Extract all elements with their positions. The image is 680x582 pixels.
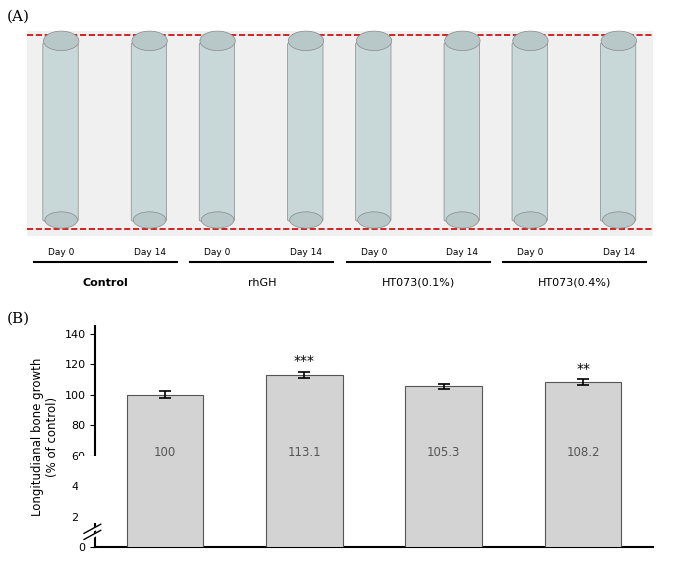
Text: HT073(0.4%): HT073(0.4%) xyxy=(538,278,611,288)
Ellipse shape xyxy=(288,31,324,51)
Ellipse shape xyxy=(132,31,167,51)
Text: (B): (B) xyxy=(7,311,30,325)
Ellipse shape xyxy=(133,212,166,228)
Text: Day 0: Day 0 xyxy=(361,249,387,257)
Ellipse shape xyxy=(356,31,392,51)
Ellipse shape xyxy=(358,212,390,228)
FancyBboxPatch shape xyxy=(512,42,547,221)
Ellipse shape xyxy=(45,212,78,228)
Text: 108.2: 108.2 xyxy=(566,446,600,459)
Text: Day 14: Day 14 xyxy=(290,249,322,257)
Bar xyxy=(126,395,203,547)
Text: Day 14: Day 14 xyxy=(602,249,635,257)
FancyBboxPatch shape xyxy=(27,31,653,236)
Ellipse shape xyxy=(514,212,547,228)
Bar xyxy=(405,386,482,547)
FancyBboxPatch shape xyxy=(356,42,391,221)
Text: Day 14: Day 14 xyxy=(133,249,166,257)
Ellipse shape xyxy=(44,31,79,51)
Text: ***: *** xyxy=(294,354,315,368)
FancyBboxPatch shape xyxy=(288,42,323,221)
Ellipse shape xyxy=(445,31,480,51)
Text: Day 0: Day 0 xyxy=(205,249,231,257)
Y-axis label: Longitudianal bone growth
(% of control): Longitudianal bone growth (% of control) xyxy=(31,357,58,516)
Bar xyxy=(266,375,343,547)
Ellipse shape xyxy=(290,212,322,228)
FancyBboxPatch shape xyxy=(43,42,78,221)
FancyBboxPatch shape xyxy=(600,42,636,221)
Ellipse shape xyxy=(201,212,234,228)
Text: 100: 100 xyxy=(154,446,176,459)
Text: **: ** xyxy=(576,361,590,375)
Ellipse shape xyxy=(446,212,479,228)
Text: HT073(0.1%): HT073(0.1%) xyxy=(381,278,455,288)
FancyBboxPatch shape xyxy=(131,42,167,221)
Text: 105.3: 105.3 xyxy=(427,446,460,459)
Text: rhGH: rhGH xyxy=(248,278,276,288)
Ellipse shape xyxy=(200,31,235,51)
Text: Day 14: Day 14 xyxy=(446,249,479,257)
Ellipse shape xyxy=(601,31,636,51)
Ellipse shape xyxy=(602,212,635,228)
Ellipse shape xyxy=(513,31,548,51)
Text: (A): (A) xyxy=(7,9,30,23)
Text: 113.1: 113.1 xyxy=(288,446,321,459)
Bar xyxy=(545,382,622,547)
FancyBboxPatch shape xyxy=(444,42,479,221)
Text: Day 0: Day 0 xyxy=(48,249,74,257)
Text: Control: Control xyxy=(82,278,129,288)
Bar xyxy=(78,456,106,523)
FancyBboxPatch shape xyxy=(199,42,235,221)
Text: Day 0: Day 0 xyxy=(517,249,543,257)
